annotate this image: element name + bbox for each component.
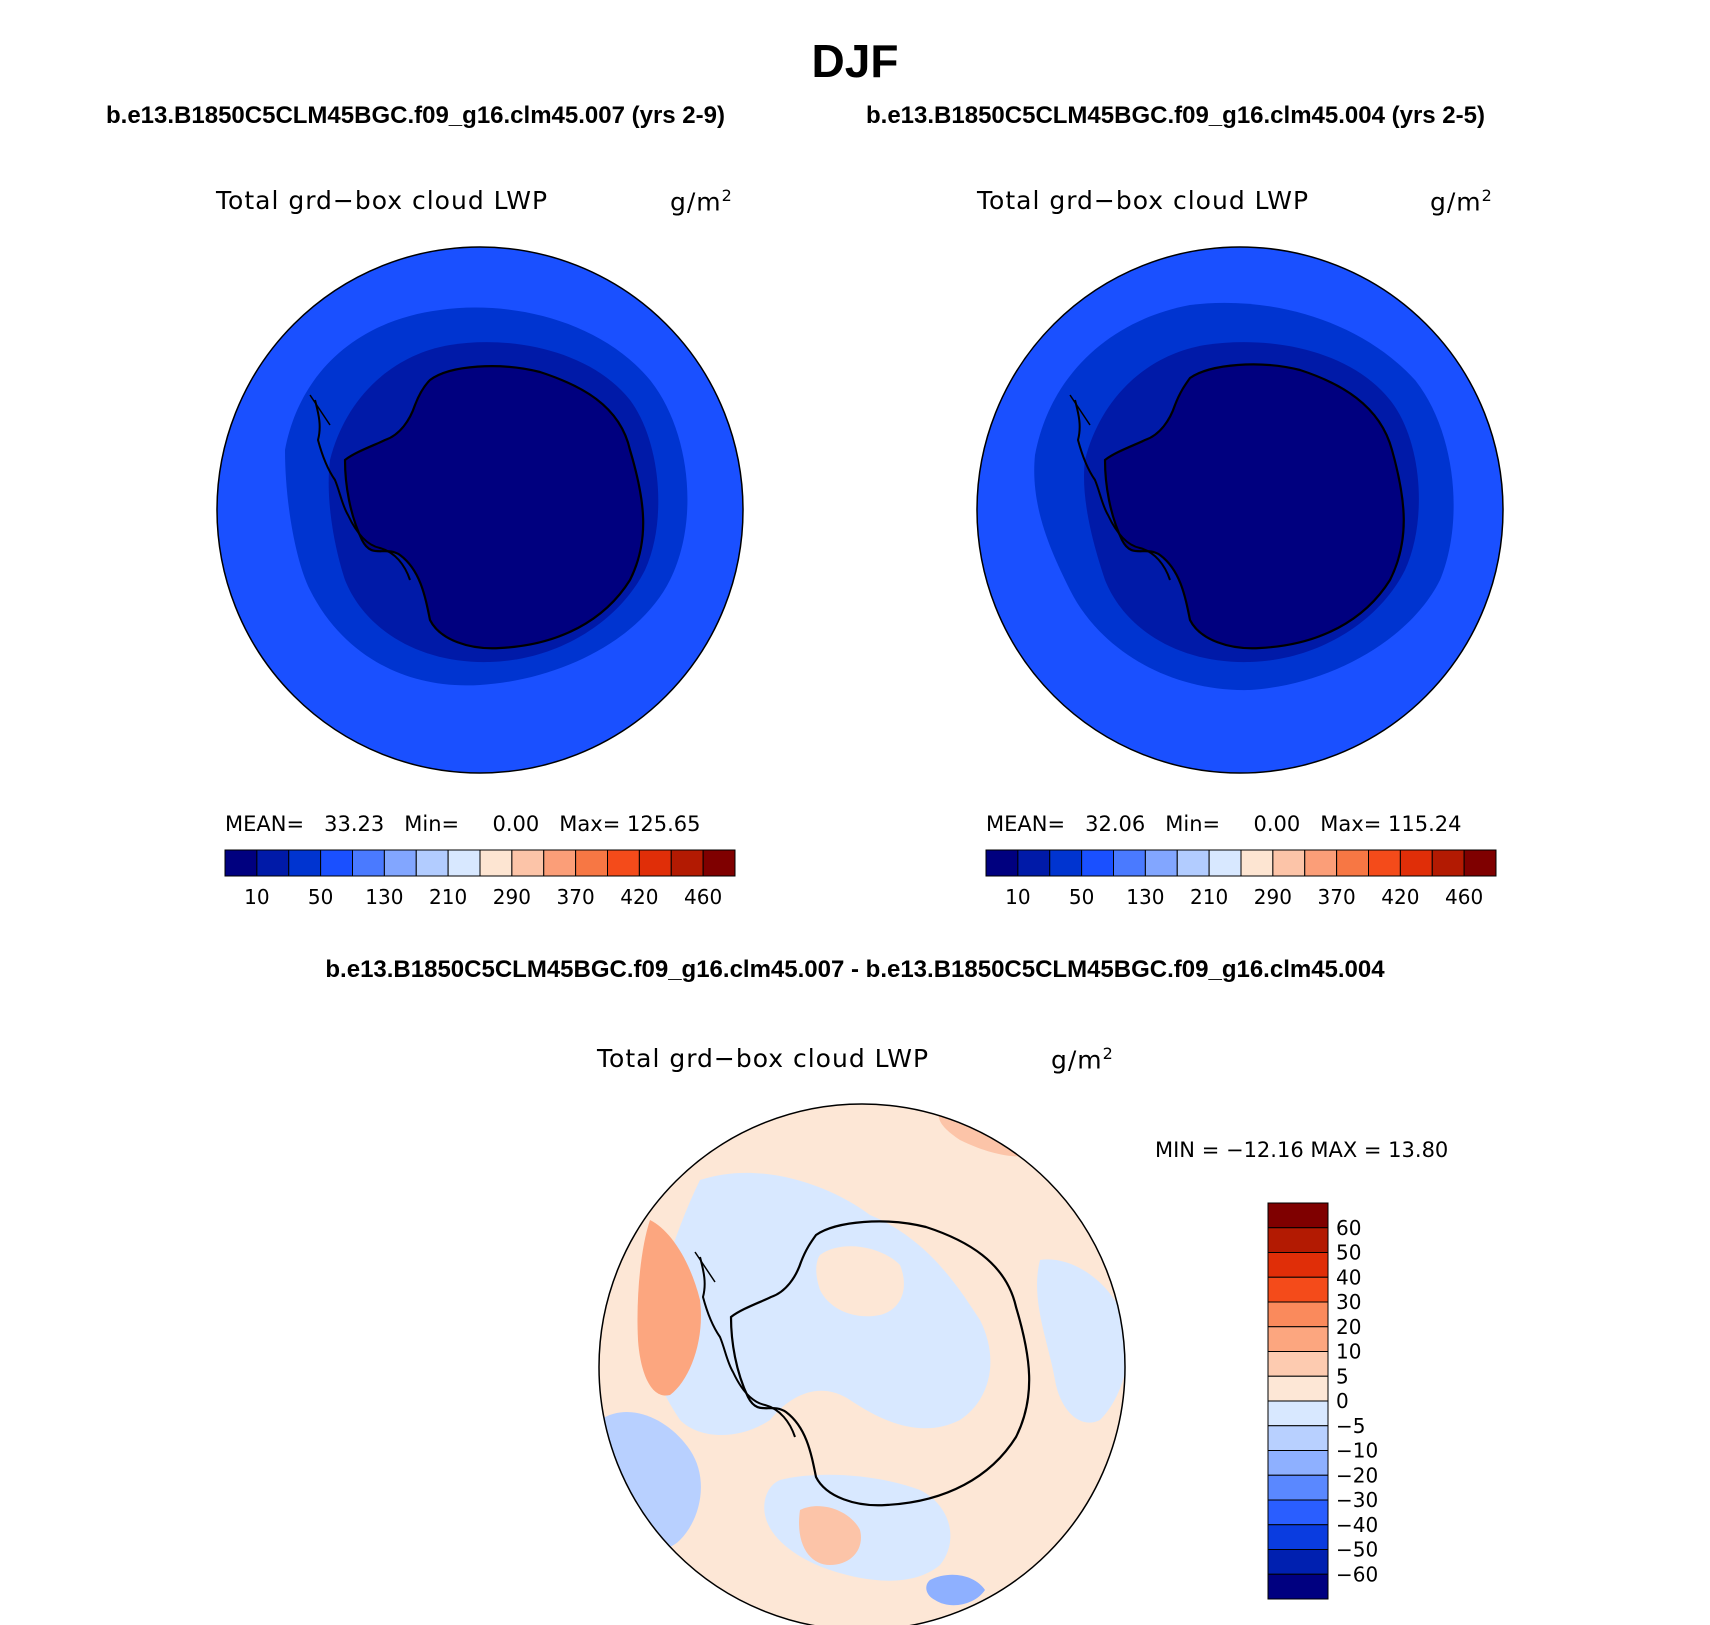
colorbar-tick-label: 460 [684, 885, 722, 909]
variable-label-left: Total grd−box cloud LWP [216, 186, 549, 215]
colorbar-swatch [1267, 1301, 1329, 1328]
colorbar-left: 10 50 130 210 290 370 420 460 [224, 849, 736, 909]
colorbar-swatch [1267, 1474, 1329, 1501]
colorbar-swatch [1267, 1202, 1329, 1229]
colorbar-swatch [1267, 1375, 1329, 1402]
case-title-right: b.e13.B1850C5CLM45BGC.f09_g16.clm45.004 … [866, 102, 1485, 129]
colorbar-tick-label: −5 [1336, 1414, 1365, 1438]
colorbar-swatch [1144, 849, 1178, 877]
colorbar-swatch [1081, 849, 1114, 877]
variable-label-right: Total grd−box cloud LWP [977, 186, 1310, 215]
colorbar-tick-label: 60 [1336, 1216, 1361, 1240]
colorbar-tick-label: 460 [1445, 885, 1483, 909]
colorbar-tick-label: 210 [1190, 885, 1228, 909]
min-max-diff: MIN = −12.16 MAX = 13.80 [1155, 1138, 1449, 1162]
colorbar-tick-label: 290 [1254, 885, 1292, 909]
difference-title: b.e13.B1850C5CLM45BGC.f09_g16.clm45.007 … [325, 956, 1385, 983]
colorbar-tick-label: −10 [1336, 1439, 1378, 1463]
colorbar-swatch [1017, 849, 1051, 877]
colorbar-tick-label: 5 [1336, 1364, 1349, 1388]
colorbar-tick-label: 420 [1381, 885, 1419, 909]
colorbar-tick-label: 20 [1336, 1315, 1361, 1339]
colorbar-tick-label: 10 [1336, 1340, 1361, 1364]
colorbar-tick-label: −20 [1336, 1463, 1378, 1487]
colorbar-swatch [1267, 1524, 1329, 1550]
colorbar-swatch [1336, 849, 1369, 877]
colorbar-swatch [383, 849, 417, 877]
colorbar-swatch [1304, 849, 1338, 877]
colorbar-swatch [638, 849, 672, 877]
colorbar-tick-label: 370 [557, 885, 595, 909]
colorbar-tick-label: −30 [1336, 1488, 1378, 1512]
colorbar-swatch [1208, 849, 1242, 877]
colorbar-swatch [1267, 1351, 1329, 1377]
colorbar-swatch [1267, 1499, 1329, 1526]
colorbar-tick-label: 420 [620, 885, 658, 909]
colorbar-tick-label: 210 [429, 885, 467, 909]
colorbar-swatch [670, 849, 704, 877]
colorbar-swatch [607, 849, 640, 877]
colorbar-swatch [1267, 1252, 1329, 1278]
colorbar-swatch [543, 849, 577, 877]
colorbar-tick-label: 10 [244, 885, 269, 909]
colorbar-swatch [1267, 1450, 1329, 1476]
stats-right: MEAN= 32.06 Min= 0.00 Max= 115.24 [986, 812, 1462, 836]
case-title-left: b.e13.B1850C5CLM45BGC.f09_g16.clm45.007 … [106, 102, 725, 129]
colorbar-swatch [1399, 849, 1433, 877]
colorbar-swatch [1049, 849, 1083, 877]
colorbar-tick-label: 30 [1336, 1290, 1361, 1314]
colorbar-tick-label: 0 [1336, 1389, 1349, 1413]
colorbar-tick-label: 130 [1126, 885, 1164, 909]
colorbar-swatch [1267, 1326, 1329, 1352]
variable-label-diff: Total grd−box cloud LWP [597, 1044, 930, 1073]
colorbar-tick-label: −50 [1336, 1538, 1378, 1562]
colorbar-swatch [1431, 849, 1465, 877]
colorbar-swatch [224, 849, 258, 877]
colorbar-swatch [1267, 1400, 1329, 1427]
colorbar-swatch [1267, 1276, 1329, 1303]
units-label-right: g/m2 [1430, 186, 1493, 217]
colorbar-tick-label: −60 [1336, 1562, 1378, 1586]
colorbar-swatch [479, 849, 513, 877]
colorbar-swatch [1240, 849, 1274, 877]
colorbar-tick-label: 40 [1336, 1265, 1361, 1289]
colorbar-swatch [1267, 1549, 1329, 1575]
colorbar-swatch [511, 849, 545, 877]
units-label-left: g/m2 [670, 186, 733, 217]
stats-left: MEAN= 33.23 Min= 0.00 Max= 125.65 [225, 812, 701, 836]
colorbar-swatch [1267, 1425, 1329, 1451]
units-label-diff: g/m2 [1051, 1044, 1114, 1075]
colorbar-swatch [702, 849, 736, 877]
colorbar-swatch [1113, 849, 1146, 877]
colorbar-tick-label: 130 [365, 885, 403, 909]
colorbar-tick-label: −40 [1336, 1513, 1378, 1537]
colorbar-swatch [1463, 849, 1497, 877]
colorbar-swatch [575, 849, 608, 877]
colorbar-tick-label: 370 [1318, 885, 1356, 909]
colorbar-tick-label: 50 [308, 885, 333, 909]
colorbar-swatch [1267, 1573, 1329, 1600]
colorbar-tick-label: 50 [1069, 885, 1094, 909]
colorbar-right: 10 50 130 210 290 370 420 460 [985, 849, 1497, 909]
colorbar-tick-label: 10 [1005, 885, 1030, 909]
figure-title: DJF [811, 35, 899, 87]
colorbar-tick-label: 290 [493, 885, 531, 909]
colorbar-swatch [415, 849, 449, 877]
colorbar-swatch [1267, 1227, 1329, 1253]
colorbar-tick-label: 50 [1336, 1241, 1361, 1265]
